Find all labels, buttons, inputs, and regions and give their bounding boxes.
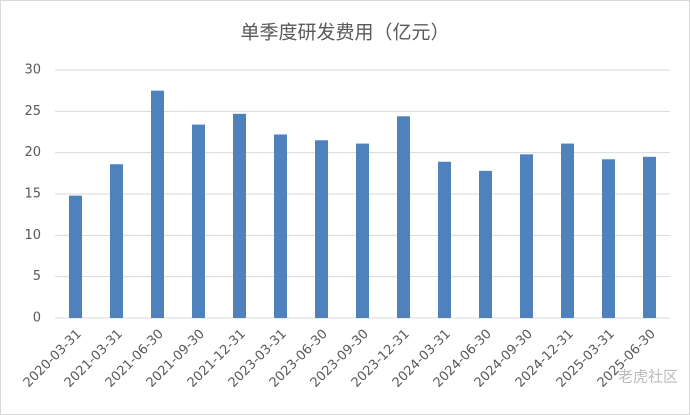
bar — [192, 124, 205, 318]
y-tick-label: 15 — [24, 187, 41, 202]
y-tick-label: 25 — [24, 104, 41, 119]
bar — [356, 143, 369, 318]
y-tick-label: 10 — [24, 228, 41, 243]
bar — [479, 170, 492, 318]
bar — [602, 159, 615, 318]
bar — [561, 143, 574, 318]
bar — [315, 140, 328, 318]
y-tick-label: 5 — [33, 269, 41, 284]
y-tick-label: 0 — [33, 311, 41, 326]
chart-title: 单季度研发费用（亿元） — [240, 22, 449, 44]
bar — [110, 164, 123, 318]
bar — [397, 116, 410, 318]
y-tick-label: 30 — [24, 63, 41, 78]
bar — [643, 156, 656, 318]
bar — [151, 90, 164, 319]
bar — [520, 154, 533, 318]
bar — [438, 161, 451, 318]
bar — [274, 134, 287, 318]
watermark: 老虎社区 — [618, 368, 678, 386]
bar — [69, 195, 82, 318]
y-tick-label: 20 — [24, 145, 41, 160]
bar — [233, 113, 246, 319]
